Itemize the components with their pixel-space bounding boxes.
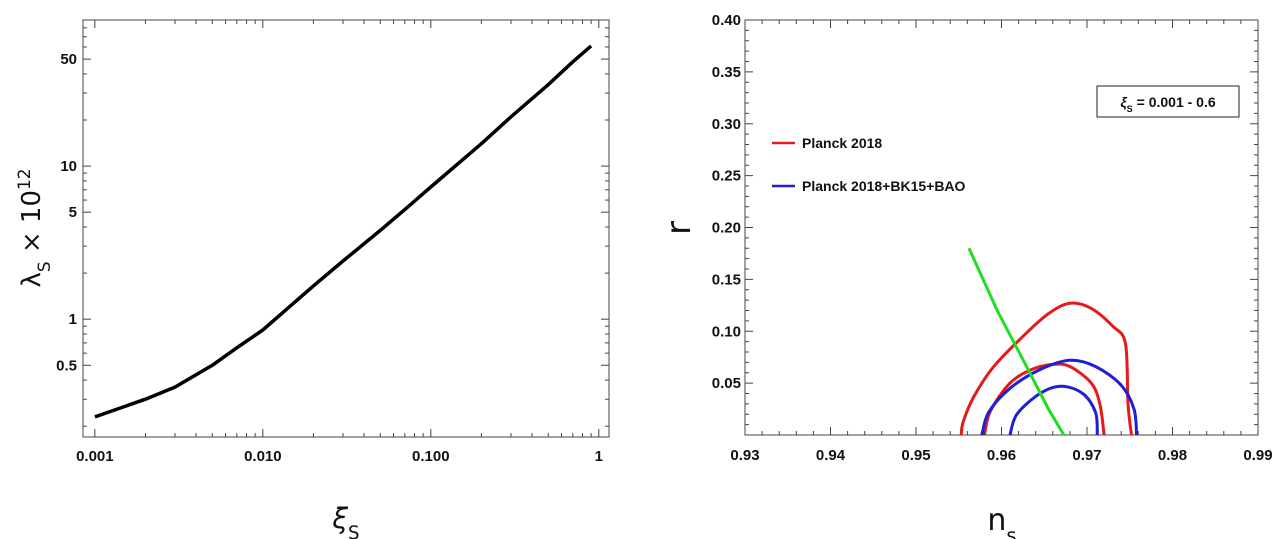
prediction-line bbox=[967, 247, 1066, 436]
right-y-axis-title: r bbox=[659, 221, 699, 235]
contour-3 bbox=[1008, 384, 1099, 436]
left-x-tick-label: 0.100 bbox=[412, 448, 450, 465]
right-prediction-line bbox=[967, 247, 1066, 436]
left-y-tick-label: 5 bbox=[69, 204, 77, 221]
right-contours bbox=[959, 301, 1139, 436]
left-plot-frame bbox=[82, 19, 610, 438]
right-x-tick-label: 0.98 bbox=[1158, 447, 1187, 464]
lambda-vs-xi-plot: 0.001 0.010 0.100 1 0.5 1 5 10 50 ξS λS × 1012 bbox=[14, 19, 610, 539]
right-x-tick-label: 0.99 bbox=[1243, 447, 1272, 464]
right-plot-frame bbox=[744, 19, 1259, 436]
right-y-tick-label: 0.20 bbox=[712, 220, 741, 237]
left-x-axis-title: ξS bbox=[331, 502, 359, 539]
right-y-tick-label: 0.30 bbox=[712, 116, 741, 133]
left-y-tick-label: 50 bbox=[60, 51, 77, 68]
annotation-frame bbox=[1096, 85, 1240, 118]
legend: Planck 2018 Planck 2018+BK15+BAO bbox=[772, 135, 966, 194]
right-y-tick-label: 0.25 bbox=[712, 168, 741, 185]
right-ticks: 0.93 0.94 0.95 0.96 0.97 0.98 0.99 0.05 0.10 0.15… bbox=[712, 12, 1273, 464]
right-x-tick-label: 0.93 bbox=[730, 447, 759, 464]
right-y-tick-label: 0.35 bbox=[712, 64, 741, 81]
left-series bbox=[94, 44, 593, 419]
right-x-axis-title: ns bbox=[987, 503, 1016, 539]
series-line-0 bbox=[94, 44, 593, 419]
legend-label: Planck 2018 bbox=[802, 135, 882, 151]
contour-2 bbox=[980, 358, 1139, 436]
r-vs-ns-plot: 0.93 0.94 0.95 0.96 0.97 0.98 0.99 0.05 0.10 0.15… bbox=[659, 12, 1273, 539]
right-y-tick-label: 0.40 bbox=[712, 12, 741, 29]
right-x-tick-label: 0.94 bbox=[816, 447, 846, 464]
right-y-tick-label: 0.15 bbox=[712, 271, 741, 288]
left-y-tick-label: 1 bbox=[69, 311, 77, 328]
left-y-tick-label: 0.5 bbox=[56, 357, 77, 374]
right-x-tick-label: 0.95 bbox=[901, 447, 930, 464]
left-y-axis-title: λS × 1012 bbox=[14, 168, 54, 287]
right-y-tick-label: 0.10 bbox=[712, 323, 741, 340]
annotation-text: ξS = 0.001 - 0.6 bbox=[1120, 94, 1215, 114]
annotation-box: ξS = 0.001 - 0.6 bbox=[1096, 85, 1240, 118]
left-y-tick-label: 10 bbox=[60, 158, 77, 175]
right-y-tick-label: 0.05 bbox=[712, 375, 741, 392]
left-ticks: 0.001 0.010 0.100 1 0.5 1 5 10 50 bbox=[56, 19, 609, 465]
right-x-tick-label: 0.97 bbox=[1072, 447, 1101, 464]
right-x-tick-label: 0.96 bbox=[987, 447, 1016, 464]
left-x-tick-label: 0.010 bbox=[244, 448, 282, 465]
left-x-tick-label: 0.001 bbox=[76, 448, 114, 465]
legend-label: Planck 2018+BK15+BAO bbox=[802, 178, 966, 194]
contour-0 bbox=[959, 301, 1133, 436]
left-x-tick-label: 1 bbox=[595, 448, 603, 465]
